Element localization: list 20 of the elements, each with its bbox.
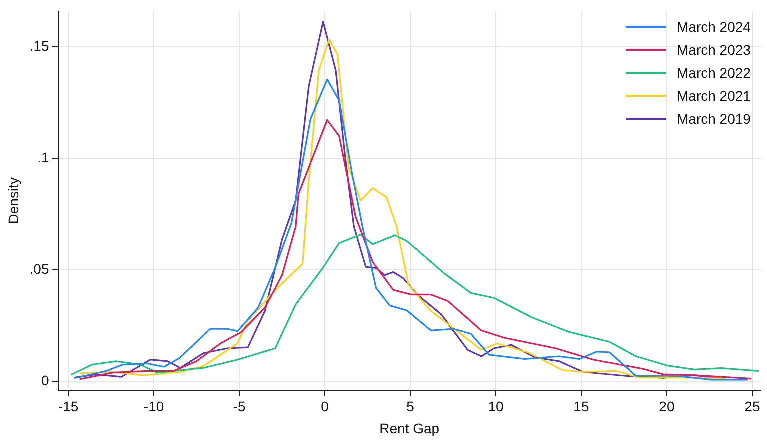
x-tick-label: -15 [58,398,79,415]
x-tick-label: 0 [321,398,330,415]
legend-label: March 2024 [677,18,751,35]
y-axis-title: Density [5,178,22,224]
x-tick-label: 10 [488,398,504,415]
legend-label: March 2023 [677,42,751,58]
x-tick-label: 20 [659,398,675,415]
legend-label: March 2021 [677,88,751,104]
y-tick-label: 0 [41,372,50,388]
x-axis-title: Rent Gap [380,420,440,436]
y-tick-label: .15 [30,38,50,54]
legend-label: March 2022 [677,64,751,81]
x-tick-label: -5 [233,398,246,415]
y-tick-label: .05 [30,260,50,277]
y-tick-label: .1 [38,149,50,166]
x-tick-label: 25 [744,398,760,415]
x-tick-label: 15 [574,398,590,415]
x-tick-label: -10 [144,398,164,415]
x-tick-label: 5 [406,398,415,415]
legend-label: March 2019 [677,110,751,127]
